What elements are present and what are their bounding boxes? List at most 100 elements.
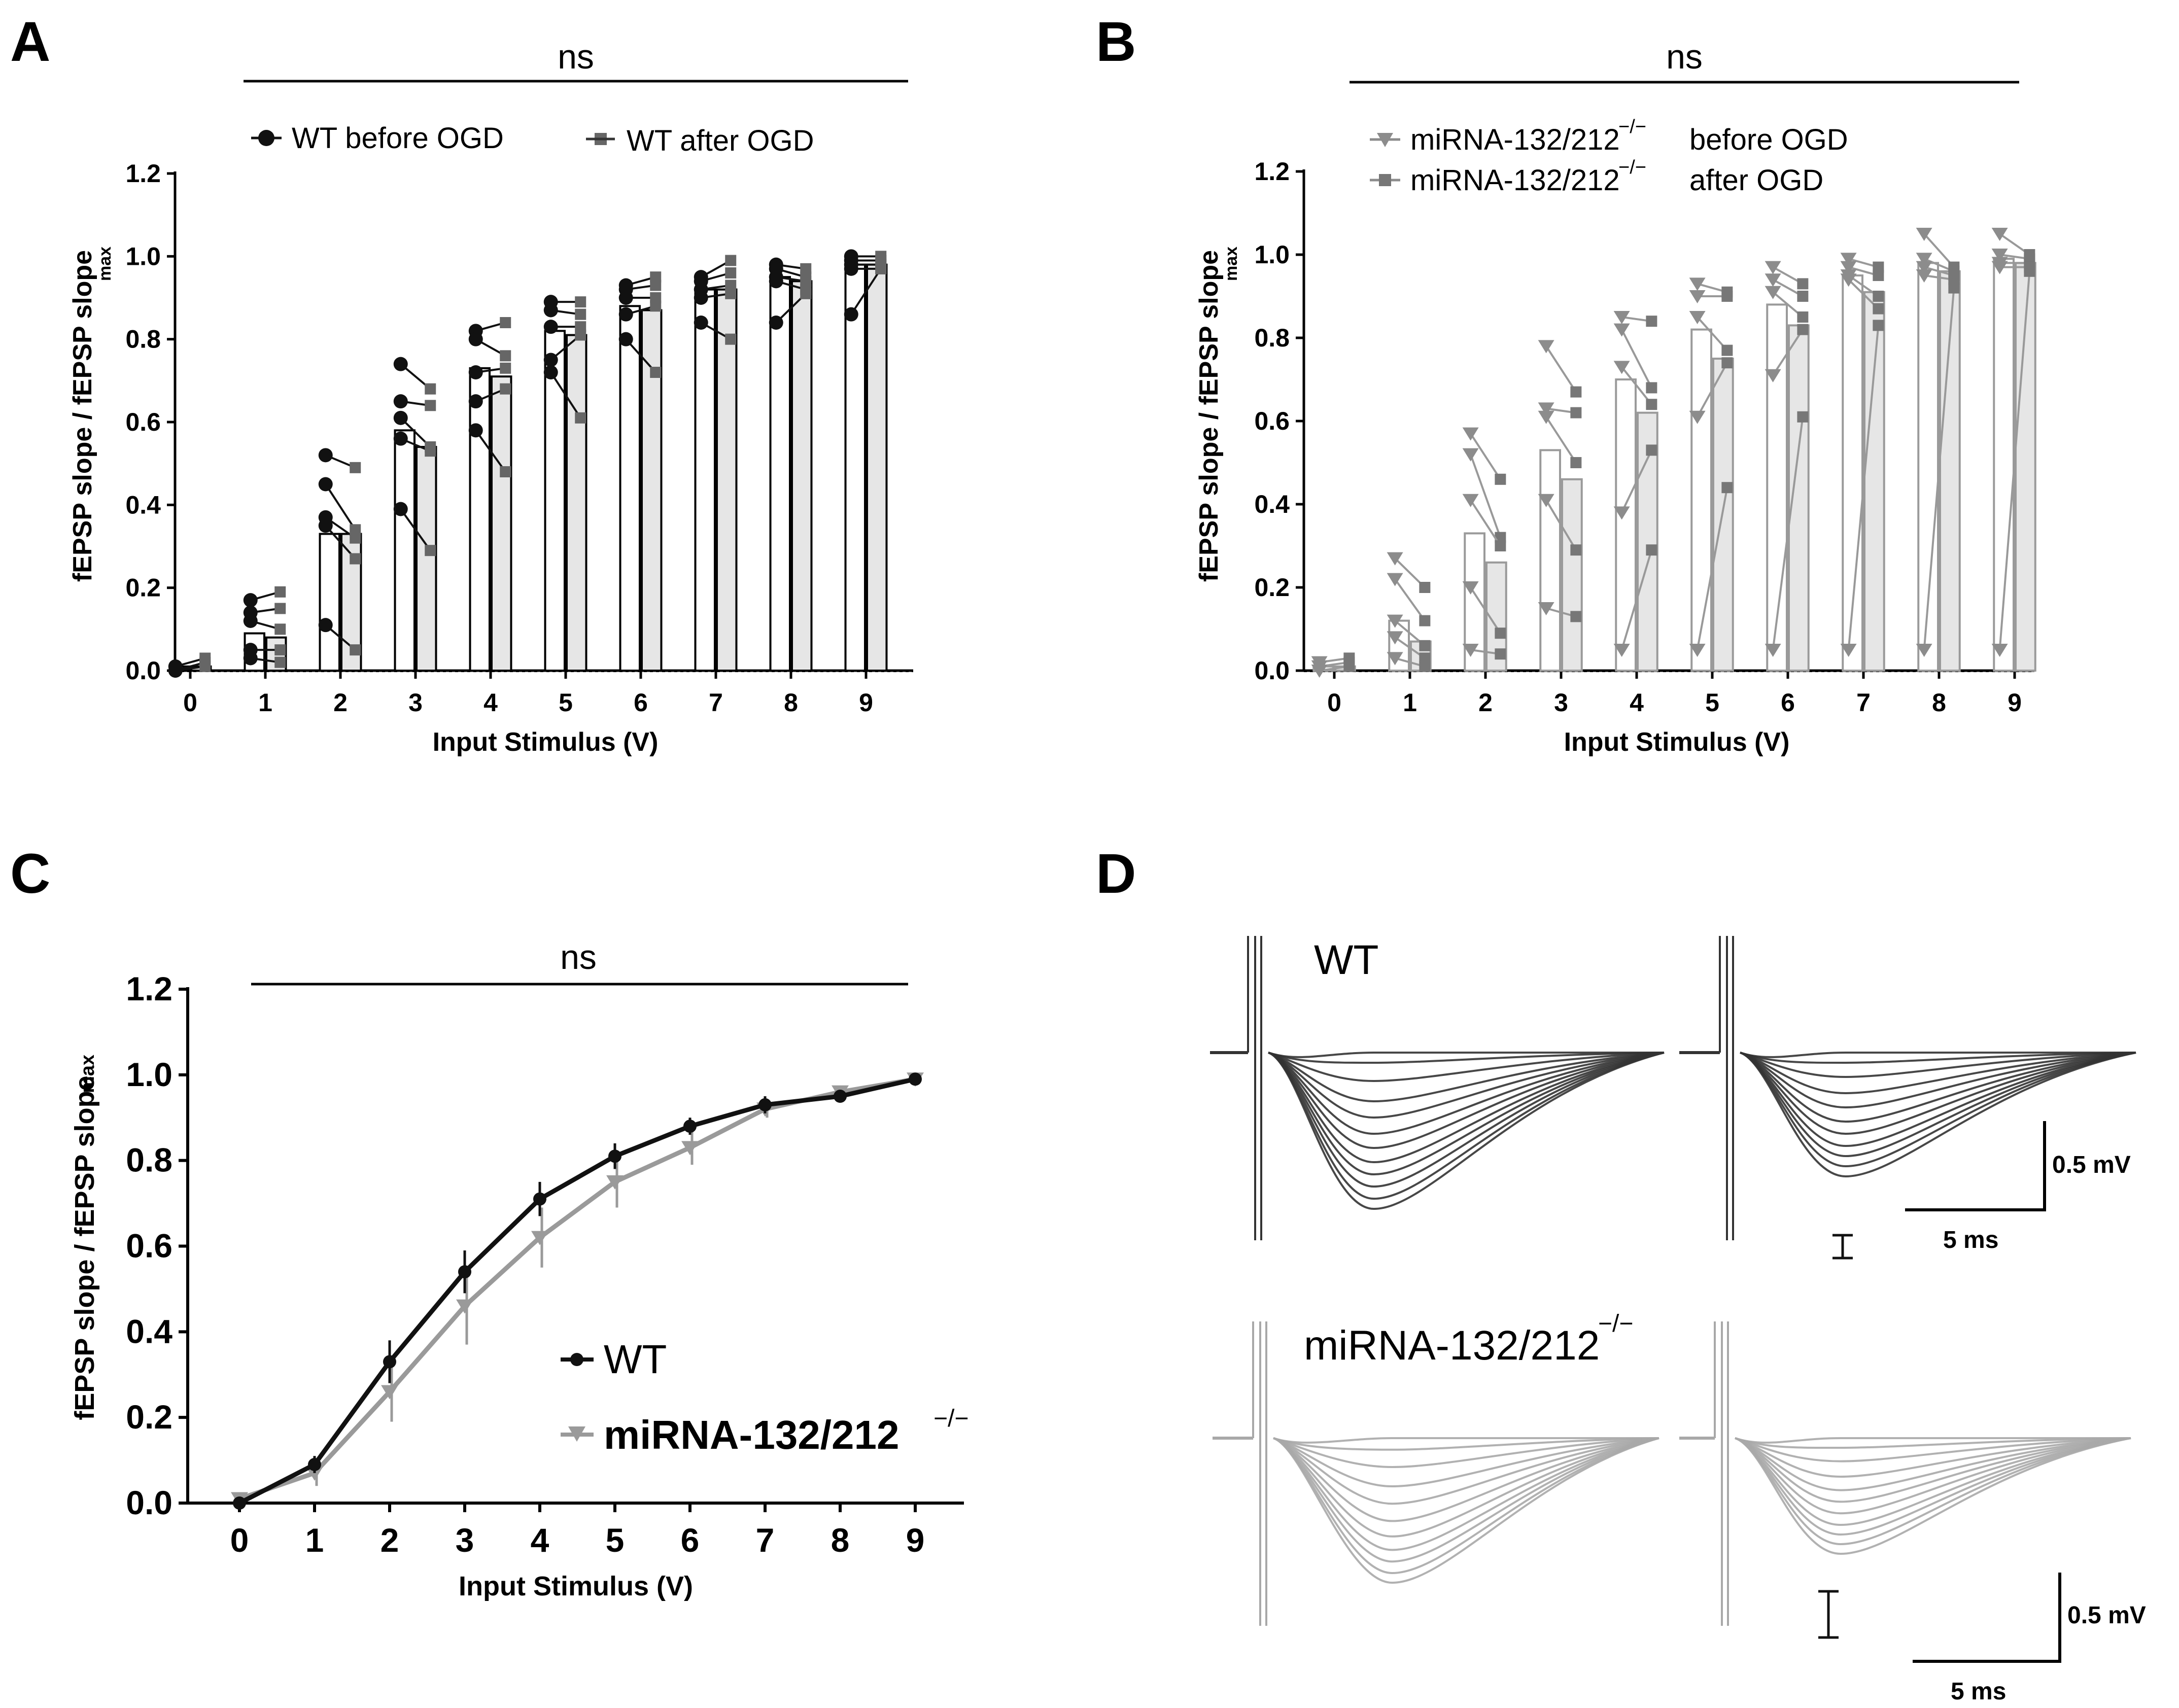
- x-tick-label: 7: [709, 688, 723, 717]
- point-before: [1613, 506, 1630, 520]
- scale-bar-bottom: [1913, 1573, 2061, 1663]
- y-axis-title-a-main: fEPSP slope / fEPSP slope: [68, 250, 97, 582]
- point-after: [1570, 457, 1582, 468]
- point-after: [274, 656, 286, 668]
- pair-line: [550, 371, 581, 419]
- y-axis-title-a-sub: max: [95, 247, 115, 281]
- fepsp-trace-wt-right: [1740, 1052, 2136, 1135]
- x-tick-label: 4: [531, 1521, 549, 1559]
- point-after: [500, 383, 511, 395]
- point-before: [318, 448, 333, 463]
- point-after: [199, 660, 211, 672]
- bar-after: [1863, 291, 1885, 672]
- y-axis-title-c-sub: max: [77, 1055, 98, 1093]
- bar-before: [619, 305, 641, 672]
- point-after: [1495, 540, 1506, 551]
- y-tick-label: 0.8: [126, 1141, 172, 1179]
- point-before: [243, 651, 258, 666]
- point-before: [1689, 290, 1706, 303]
- x-tick-label: 8: [831, 1521, 850, 1559]
- fepsp-trace-wt-left: [1268, 1052, 1665, 1103]
- bar-before: [469, 367, 491, 672]
- pair-line: [850, 268, 882, 315]
- fepsp-trace-ko-left: [1273, 1437, 1659, 1575]
- x-axis-title-c: Input Stimulus (V): [459, 1571, 693, 1601]
- pair-line: [1545, 345, 1577, 393]
- fepsp-trace-ko-left: [1273, 1437, 1659, 1563]
- x-axis-title-b: Input Stimulus (V): [1564, 727, 1790, 757]
- point-before: [1840, 273, 1857, 287]
- bar-before: [394, 429, 416, 672]
- pair-line: [1772, 416, 1804, 650]
- point-before: [543, 320, 558, 334]
- point-after: [350, 462, 361, 473]
- stimulus-artifact-wt-right: [1719, 936, 1734, 1240]
- fepsp-trace-ko-right: [1735, 1437, 2131, 1526]
- fepsp-trace-wt-left: [1268, 1052, 1665, 1210]
- point-ko: [456, 1299, 473, 1314]
- fepsp-trace-ko-right: [1735, 1437, 2131, 1444]
- point-after: [1646, 316, 1657, 327]
- point-after: [575, 329, 586, 341]
- point-after: [425, 383, 436, 395]
- legend-sup-ko-after: −/−: [1618, 157, 1646, 178]
- point-before: [543, 365, 558, 379]
- y-tick-label: 1.2: [126, 970, 172, 1007]
- point-after: [274, 644, 286, 656]
- fepsp-trace-ko-right: [1735, 1437, 2131, 1546]
- point-after: [1873, 270, 1884, 281]
- legend-sup-ko: −/−: [933, 1405, 969, 1432]
- point-before: [1916, 261, 1932, 274]
- y-tick-label: 0.2: [1254, 573, 1290, 602]
- ns-label-b: ns: [1666, 38, 1703, 76]
- point-wt: [533, 1192, 546, 1206]
- x-tick-label: 3: [456, 1521, 474, 1559]
- point-after: [500, 350, 511, 362]
- y-tick-label: 0.2: [125, 574, 161, 602]
- bar-after: [1561, 478, 1583, 672]
- bar-before: [1766, 303, 1788, 672]
- point-before: [1765, 286, 1781, 299]
- legend-label-ko-before: miRNA-132/212: [1410, 123, 1620, 156]
- ns-label-c: ns: [560, 938, 597, 977]
- panel-letter-d: D: [1096, 843, 1136, 905]
- bar-before: [1539, 449, 1562, 672]
- point-after: [1343, 660, 1355, 672]
- fepsp-trace-ko-right: [1735, 1437, 2131, 1449]
- point-wt: [909, 1072, 922, 1086]
- fepsp-trace-wt-left: [1268, 1052, 1665, 1188]
- trace-label-ko-sup: −/−: [1598, 1310, 1633, 1337]
- scale-label-top-mv: 0.5 mV: [2052, 1152, 2131, 1178]
- point-after: [1721, 482, 1733, 494]
- point-before: [1765, 369, 1781, 382]
- x-tick-label: 2: [381, 1521, 399, 1559]
- fepsp-trace-ko-left: [1273, 1437, 1659, 1505]
- point-before: [1387, 652, 1403, 666]
- point-wt: [834, 1090, 847, 1103]
- x-tick-label: 9: [859, 688, 873, 717]
- fepsp-trace-wt-right: [1740, 1052, 2136, 1109]
- point-after: [1797, 291, 1809, 302]
- stimulus-artifact-ko-left: [1252, 1321, 1267, 1626]
- legend-label-ko: miRNA-132/212: [604, 1412, 900, 1457]
- point-before: [1689, 644, 1706, 657]
- bar-after: [416, 446, 437, 672]
- point-after: [1721, 357, 1733, 369]
- point-before: [618, 332, 633, 346]
- point-after: [1570, 407, 1582, 419]
- point-before: [1765, 273, 1781, 287]
- x-tick-label: 4: [1630, 688, 1644, 717]
- point-after: [1570, 544, 1582, 556]
- bar-after: [866, 263, 888, 672]
- fepsp-trace-wt-left: [1268, 1052, 1665, 1176]
- legend-marker-ko-after: [1379, 174, 1391, 186]
- pair-line: [1696, 362, 1728, 417]
- point-before: [1387, 631, 1403, 645]
- panel-a-chart: ns Input Stimulus (V) fEPSP slope / fEPS…: [68, 38, 913, 757]
- pair-line: [1696, 487, 1728, 650]
- point-wt: [233, 1496, 246, 1510]
- y-tick-label: 0.6: [125, 408, 161, 436]
- point-before: [318, 477, 333, 492]
- point-before: [468, 423, 483, 438]
- point-before: [393, 357, 408, 371]
